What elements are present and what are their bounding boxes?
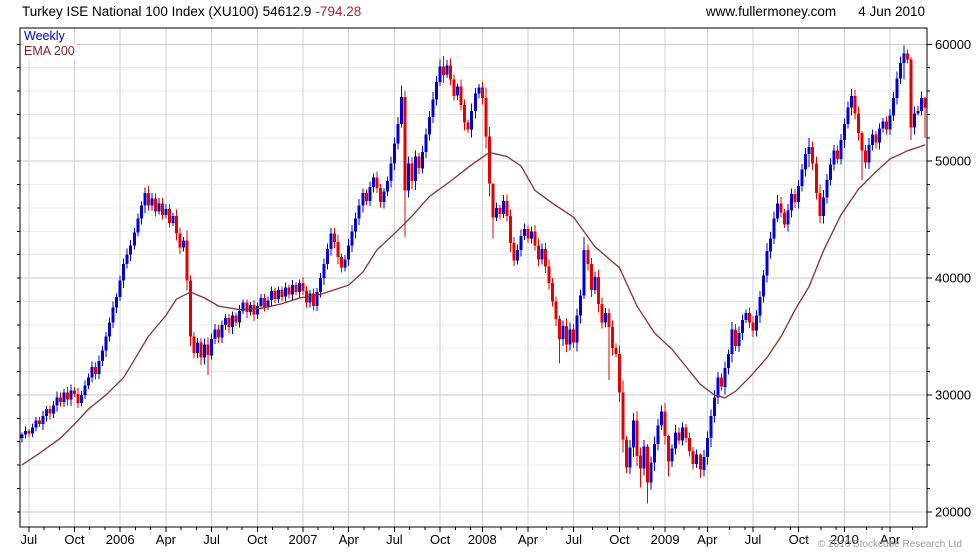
- svg-text:50000: 50000: [935, 154, 971, 169]
- svg-text:Jul: Jul: [203, 532, 220, 547]
- svg-text:30000: 30000: [935, 387, 971, 402]
- svg-text:Oct: Oct: [430, 532, 451, 547]
- date-label: 4 Jun 2010: [858, 4, 925, 19]
- chart-legend: Weekly EMA 200: [24, 29, 77, 59]
- legend-weekly: Weekly: [24, 29, 67, 44]
- svg-text:Jul: Jul: [745, 532, 762, 547]
- svg-text:Oct: Oct: [789, 532, 810, 547]
- svg-text:Apr: Apr: [339, 532, 360, 547]
- last-price: 54612.9: [262, 4, 312, 19]
- svg-text:Oct: Oct: [64, 532, 85, 547]
- svg-text:Jul: Jul: [20, 532, 37, 547]
- header-right: www.fullermoney.com 4 Jun 2010: [706, 4, 925, 19]
- svg-text:2006: 2006: [106, 532, 135, 547]
- chart-title: Turkey ISE National 100 Index (XU100) 546…: [22, 4, 365, 19]
- svg-text:Oct: Oct: [609, 532, 630, 547]
- svg-text:2008: 2008: [468, 532, 497, 547]
- legend-ema: EMA 200: [24, 44, 77, 59]
- svg-text:Apr: Apr: [880, 532, 901, 547]
- svg-text:2010: 2010: [830, 532, 859, 547]
- copyright-notice: © 2010 Stockcube Research Ltd: [817, 539, 962, 550]
- svg-text:Apr: Apr: [697, 532, 718, 547]
- svg-text:20000: 20000: [935, 504, 971, 519]
- svg-text:Apr: Apr: [518, 532, 539, 547]
- svg-text:60000: 60000: [935, 37, 971, 52]
- svg-text:Jul: Jul: [386, 532, 403, 547]
- svg-text:Oct: Oct: [247, 532, 268, 547]
- index-name: Turkey ISE National 100 Index (XU100): [22, 4, 259, 19]
- svg-text:2009: 2009: [651, 532, 680, 547]
- site-link[interactable]: www.fullermoney.com: [705, 4, 837, 19]
- svg-text:Jul: Jul: [565, 532, 582, 547]
- price-change: -794.28: [315, 4, 362, 19]
- svg-text:2007: 2007: [289, 532, 318, 547]
- svg-text:40000: 40000: [935, 271, 971, 286]
- svg-text:Apr: Apr: [156, 532, 177, 547]
